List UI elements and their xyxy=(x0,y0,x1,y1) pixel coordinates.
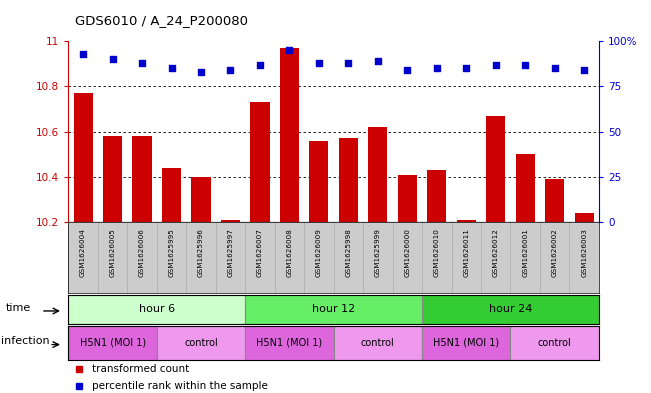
Point xyxy=(78,51,89,57)
Text: GSM1626006: GSM1626006 xyxy=(139,228,145,277)
Bar xyxy=(486,116,505,222)
Text: GDS6010 / A_24_P200080: GDS6010 / A_24_P200080 xyxy=(75,14,248,27)
Point xyxy=(166,65,176,72)
Text: time: time xyxy=(5,303,31,313)
Bar xyxy=(103,136,122,222)
Bar xyxy=(162,168,181,222)
Bar xyxy=(221,220,240,222)
Bar xyxy=(339,138,358,222)
Point xyxy=(432,65,442,72)
Text: GSM1626001: GSM1626001 xyxy=(522,228,528,277)
Point xyxy=(137,60,147,66)
Bar xyxy=(575,213,594,222)
Point xyxy=(549,65,560,72)
Point xyxy=(107,56,118,62)
Bar xyxy=(333,326,422,360)
Text: GSM1626012: GSM1626012 xyxy=(493,228,499,277)
Text: control: control xyxy=(538,338,572,348)
Bar xyxy=(245,326,333,360)
Text: GSM1626008: GSM1626008 xyxy=(286,228,292,277)
Point xyxy=(314,60,324,66)
Text: transformed count: transformed count xyxy=(92,364,189,374)
Bar xyxy=(398,174,417,222)
Bar xyxy=(427,170,447,222)
Bar xyxy=(68,295,245,324)
Text: H5N1 (MOI 1): H5N1 (MOI 1) xyxy=(433,338,499,348)
Text: GSM1625998: GSM1625998 xyxy=(346,228,352,277)
Text: hour 24: hour 24 xyxy=(489,305,532,314)
Bar xyxy=(422,326,510,360)
Text: GSM1625999: GSM1625999 xyxy=(375,228,381,277)
Point xyxy=(255,62,265,68)
Point xyxy=(196,69,206,75)
Text: GSM1626009: GSM1626009 xyxy=(316,228,322,277)
Bar xyxy=(280,48,299,222)
Text: control: control xyxy=(184,338,218,348)
Text: infection: infection xyxy=(1,336,50,346)
Bar xyxy=(510,326,599,360)
Text: GSM1626004: GSM1626004 xyxy=(80,228,86,277)
Bar xyxy=(516,154,535,222)
Text: GSM1626011: GSM1626011 xyxy=(464,228,469,277)
Bar xyxy=(68,326,157,360)
Bar xyxy=(457,220,476,222)
Point xyxy=(491,62,501,68)
Text: hour 6: hour 6 xyxy=(139,305,175,314)
Point xyxy=(225,67,236,73)
Text: H5N1 (MOI 1): H5N1 (MOI 1) xyxy=(79,338,146,348)
Text: hour 12: hour 12 xyxy=(312,305,355,314)
Point xyxy=(284,47,295,53)
Bar xyxy=(191,177,210,222)
Bar xyxy=(368,127,387,222)
Bar xyxy=(157,326,245,360)
Bar xyxy=(245,295,422,324)
Point xyxy=(461,65,471,72)
Text: GSM1626003: GSM1626003 xyxy=(581,228,587,277)
Bar xyxy=(422,295,599,324)
Text: GSM1626000: GSM1626000 xyxy=(404,228,410,277)
Text: percentile rank within the sample: percentile rank within the sample xyxy=(92,381,268,391)
Bar xyxy=(309,141,329,222)
Bar xyxy=(251,102,270,222)
Bar xyxy=(545,179,564,222)
Text: H5N1 (MOI 1): H5N1 (MOI 1) xyxy=(256,338,322,348)
Point xyxy=(579,67,589,73)
Text: GSM1626010: GSM1626010 xyxy=(434,228,440,277)
Text: GSM1626002: GSM1626002 xyxy=(551,228,558,277)
Point xyxy=(343,60,353,66)
Text: GSM1625996: GSM1625996 xyxy=(198,228,204,277)
Point xyxy=(402,67,413,73)
Point xyxy=(520,62,531,68)
Bar xyxy=(132,136,152,222)
Text: GSM1625997: GSM1625997 xyxy=(227,228,234,277)
Point xyxy=(372,58,383,64)
Text: GSM1626007: GSM1626007 xyxy=(257,228,263,277)
Text: GSM1625995: GSM1625995 xyxy=(169,228,174,277)
Text: GSM1626005: GSM1626005 xyxy=(109,228,116,277)
Bar xyxy=(74,93,92,222)
Text: control: control xyxy=(361,338,395,348)
